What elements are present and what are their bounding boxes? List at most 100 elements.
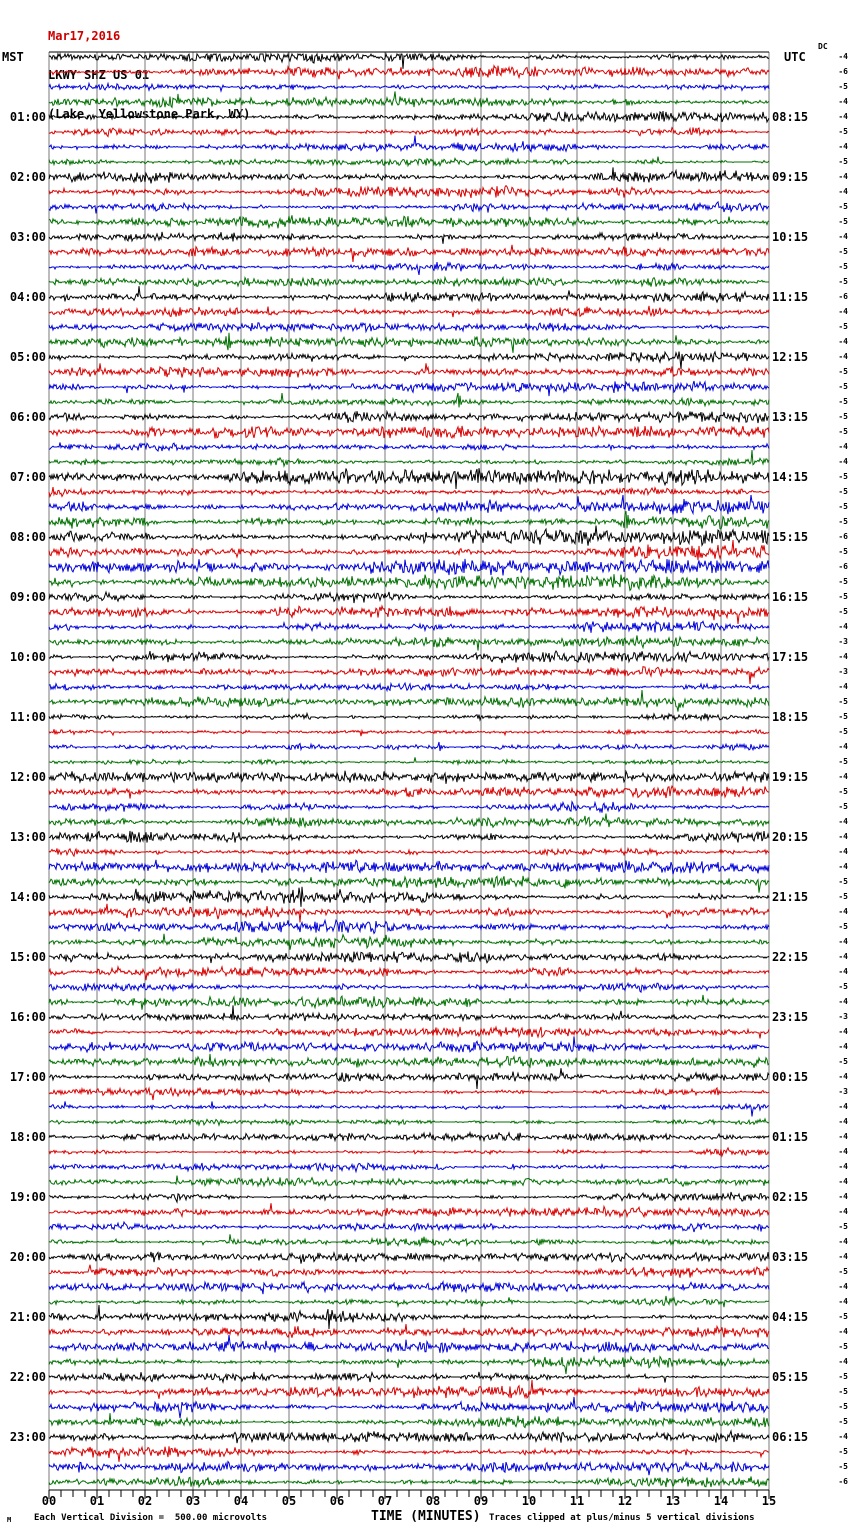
dc-offset-value: -5: [838, 262, 848, 271]
seismogram-trace-row: [48, 350, 770, 370]
mst-time-label: 16:00: [9, 1010, 46, 1024]
seismogram-trace-row: [48, 81, 770, 93]
seismogram-trace-row: [48, 380, 770, 397]
seismogram-trace-row: [48, 1460, 770, 1476]
utc-time-label: 17:15: [772, 650, 809, 664]
seismogram-trace-row: [48, 321, 770, 334]
seismogram-trace-row: [48, 52, 770, 69]
seismogram-trace-row: [48, 1445, 769, 1462]
dc-offset-value: -4: [838, 1432, 848, 1441]
x-axis-tick-label: 08: [425, 1494, 441, 1508]
mst-axis-header: MST: [2, 50, 24, 64]
dc-offset-value: -4: [838, 142, 848, 151]
mst-time-label: 21:00: [9, 1310, 46, 1324]
dc-offset-value: -3: [838, 637, 848, 646]
dc-offset-value: -5: [838, 1402, 848, 1411]
seismogram-trace-row: [48, 468, 770, 490]
mst-time-label: 18:00: [9, 1130, 46, 1144]
seismogram-trace-row: [48, 859, 770, 875]
utc-time-label: 10:15: [772, 230, 809, 244]
dc-offset-value: -5: [838, 1222, 848, 1231]
seismogram-trace-row: [48, 1475, 770, 1489]
utc-time-label: 21:15: [772, 890, 809, 904]
dc-offset-value: -5: [838, 157, 848, 166]
dc-offset-value: -5: [838, 877, 848, 886]
dc-offset-value: -4: [838, 862, 848, 871]
dc-offset-value: -5: [838, 547, 848, 556]
dc-offset-value: -5: [838, 712, 848, 721]
seismogram-trace-row: [48, 332, 770, 353]
x-axis-tick-label: 09: [473, 1494, 489, 1508]
dc-offset-value: -4: [838, 1237, 848, 1246]
dc-offset-value: -5: [838, 697, 848, 706]
seismogram-trace-row: [48, 830, 770, 844]
dc-offset-value: -5: [838, 382, 848, 391]
scale-note: Each Vertical Division = 500.00 microvol…: [34, 1513, 267, 1523]
dc-offset-value: -4: [838, 1162, 848, 1171]
dc-offset-value: -5: [838, 322, 848, 331]
dc-offset-value: -4: [838, 1072, 848, 1081]
seismogram-trace-row: [48, 244, 770, 262]
seismogram-trace-row: [48, 1203, 770, 1219]
seismogram-trace-row: [48, 126, 770, 138]
dc-offset-value: -5: [838, 982, 848, 991]
dc-offset-value: -5: [838, 787, 848, 796]
dc-offset-value: -5: [838, 472, 848, 481]
utc-time-label: 19:15: [772, 770, 809, 784]
seismogram-trace-row: [48, 424, 770, 439]
seismogram-trace-row: [48, 728, 770, 737]
utc-time-label: 06:15: [772, 1430, 809, 1444]
dc-offset-value: -5: [838, 277, 848, 286]
seismogram-trace-row: [48, 769, 770, 784]
seismogram-trace-row: [49, 635, 770, 651]
dc-offset-value: -4: [838, 52, 848, 61]
utc-time-label: 04:15: [772, 1310, 809, 1324]
dc-offset-value: -5: [838, 922, 848, 931]
seismogram-trace-row: [48, 1234, 770, 1248]
utc-time-label: 20:15: [772, 830, 809, 844]
x-axis-tick-label: 07: [377, 1494, 393, 1508]
seismogram-trace-row: [49, 1117, 770, 1127]
dc-offset-value: -4: [838, 1252, 848, 1261]
seismogram-trace-row: [48, 918, 770, 935]
dc-offset-header: DC: [818, 42, 828, 51]
seismogram-trace-row: [48, 363, 770, 378]
seismogram-trace-row: [48, 1162, 770, 1174]
mst-time-label: 15:00: [9, 950, 46, 964]
mst-time-label: 04:00: [9, 290, 46, 304]
utc-time-label: 03:15: [772, 1250, 809, 1264]
mst-time-label: 07:00: [9, 470, 46, 484]
dc-offset-value: -4: [838, 97, 848, 106]
dc-offset-value: -4: [838, 1192, 848, 1201]
seismogram-trace-row: [48, 494, 770, 516]
seismogram-trace-row: [48, 449, 770, 469]
dc-offset-value: -4: [838, 1132, 848, 1141]
seismogram-trace-row: [48, 1370, 769, 1385]
seismogram-trace-row: [48, 886, 770, 907]
dc-offset-value: -4: [838, 682, 848, 691]
seismogram-trace-row: [48, 1175, 770, 1188]
dc-offset-value: -6: [838, 1477, 848, 1486]
seismogram-trace-row: [48, 1413, 770, 1429]
dc-offset-value: -5: [838, 202, 848, 211]
seismogram-trace-row: [48, 681, 770, 693]
dc-offset-value: -4: [838, 1327, 848, 1336]
seismogram-trace-row: [48, 305, 770, 318]
seismogram-trace-row: [48, 1146, 770, 1158]
seismogram-trace-row: [48, 1379, 770, 1400]
dc-offset-value: -4: [838, 847, 848, 856]
dc-offset-value: -4: [838, 1102, 848, 1111]
dc-offset-value: -4: [838, 997, 848, 1006]
dc-offset-value: -5: [838, 1462, 848, 1471]
seismogram-trace-row: [48, 1264, 770, 1279]
dc-offset-value: -4: [838, 967, 848, 976]
seismogram-trace-row: [48, 590, 770, 604]
dc-offset-value: -4: [838, 1147, 848, 1156]
dc-offset-value: -4: [838, 1297, 848, 1306]
seismogram-trace-row: [49, 950, 770, 964]
seismogram-trace-row: [49, 757, 770, 767]
seismogram-trace-row: [48, 813, 770, 829]
dc-offset-value: -4: [838, 1117, 848, 1126]
mst-time-label: 19:00: [9, 1190, 46, 1204]
dc-offset-value: -5: [838, 607, 848, 616]
